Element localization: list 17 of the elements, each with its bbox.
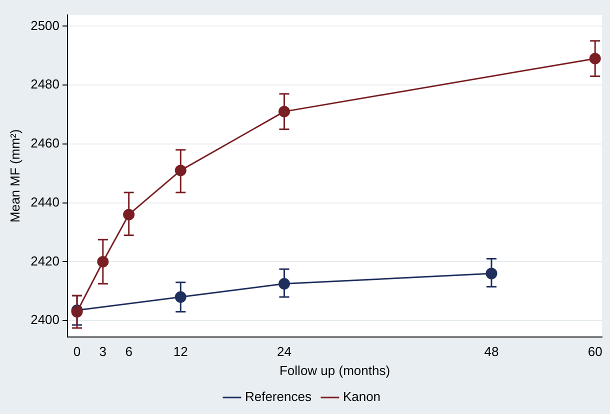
- x-tick-label: 48: [484, 344, 499, 360]
- y-tick-label: 2460: [30, 136, 60, 151]
- x-tick-label: 24: [277, 344, 292, 360]
- x-tick-label: 3: [99, 344, 107, 360]
- x-axis-title: Follow up (months): [279, 362, 390, 378]
- legend-label: Kanon: [342, 389, 381, 404]
- y-tick-label: 2440: [30, 194, 60, 210]
- y-tick-label: 2420: [30, 253, 60, 268]
- y-tick-label: 2500: [30, 18, 60, 33]
- legend-label: References: [244, 389, 312, 404]
- x-tick-label: 6: [125, 344, 132, 360]
- x-tick-label: 12: [173, 344, 188, 360]
- y-axis-title: Mean MF (mm²): [7, 129, 22, 222]
- y-tick-label: 2400: [30, 312, 60, 328]
- y-tick-label: 2480: [30, 76, 60, 92]
- x-tick-label: 0: [73, 344, 81, 360]
- x-tick-label: 60: [588, 344, 602, 360]
